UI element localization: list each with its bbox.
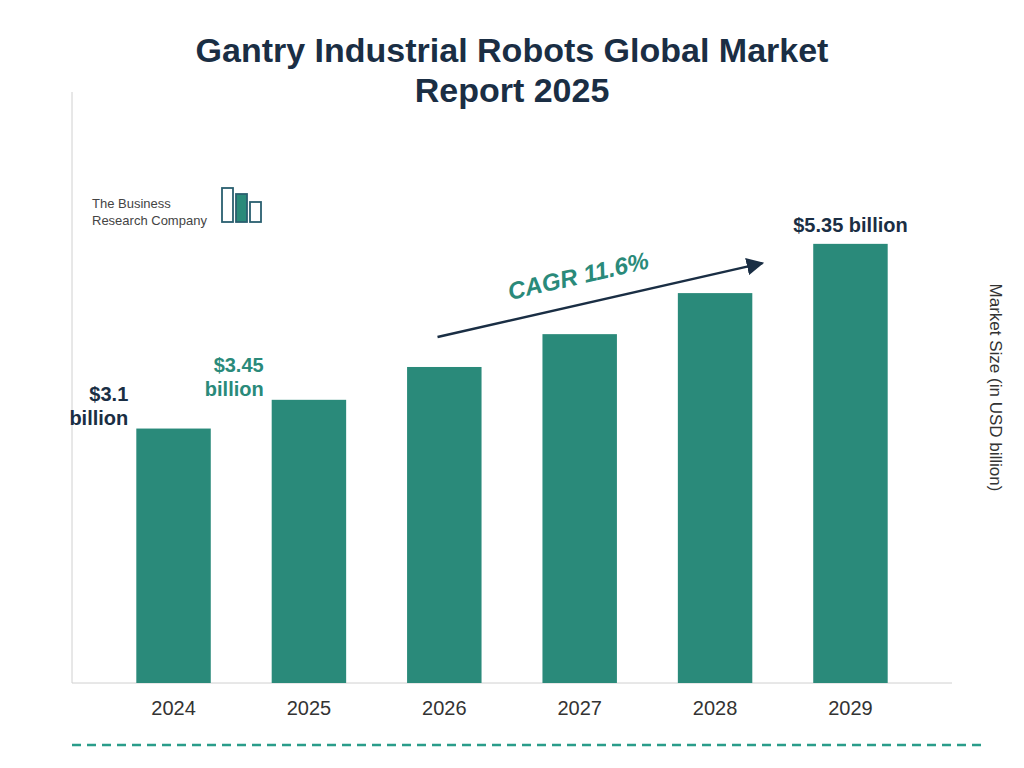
bar (136, 429, 210, 683)
cagr-label: CAGR 11.6% (505, 247, 651, 305)
title: Gantry Industrial Robots Global MarketRe… (196, 31, 829, 109)
x-tick-label: 2026 (422, 697, 467, 719)
data-label: $3.45billion (205, 354, 264, 400)
data-label: $3.1billion (69, 383, 128, 429)
bar (813, 244, 887, 683)
x-tick-label: 2024 (151, 697, 196, 719)
x-tick-label: 2029 (828, 697, 873, 719)
y-axis-line (72, 92, 73, 683)
chart: Gantry Industrial Robots Global MarketRe… (0, 0, 1024, 768)
bar (407, 367, 481, 683)
footer-rule (72, 744, 983, 747)
x-tick-label: 2028 (693, 697, 738, 719)
y-axis-label: Market Size (in USD billion) (986, 284, 1005, 492)
data-label: $5.35 billion (793, 214, 907, 236)
bar (272, 400, 346, 683)
bar (542, 334, 616, 683)
bars (136, 244, 887, 683)
x-tick-label: 2027 (557, 697, 602, 719)
logo-text: The BusinessResearch Company (92, 196, 207, 228)
bar (678, 293, 752, 683)
logo-icon (222, 188, 261, 222)
x-tick-label: 2025 (287, 697, 332, 719)
